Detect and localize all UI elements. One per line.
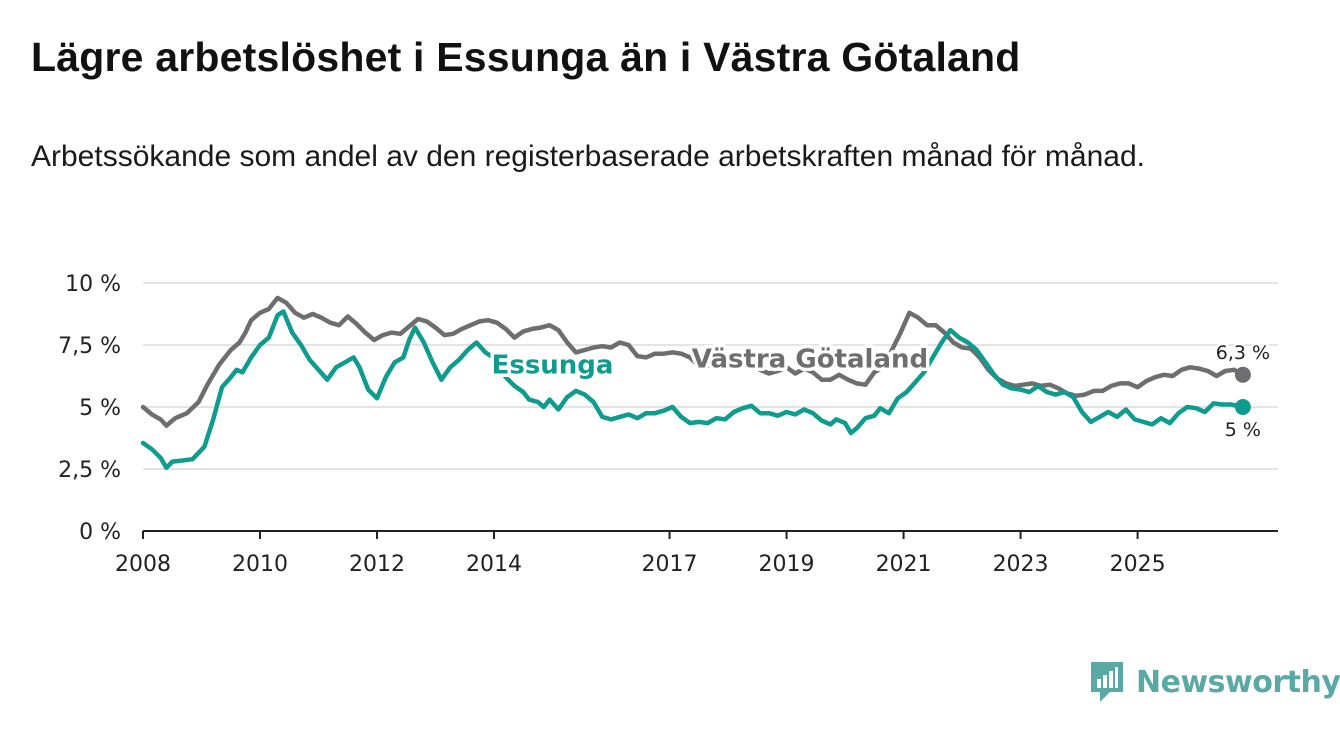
x-tick-label: 2019 [759, 552, 815, 577]
x-tick-label: 2014 [466, 552, 522, 577]
chart-title: Lägre arbetslöshet i Essunga än i Västra… [31, 34, 1021, 80]
end-marker-essunga [1234, 399, 1251, 415]
series-line-essunga [140, 309, 1246, 471]
y-tick-label: 10 % [65, 272, 121, 297]
brand-name: Newsworthy [1136, 664, 1340, 700]
end-value-label-v-stra-g-taland: 6,3 % [1216, 342, 1270, 364]
y-tick-label: 5 % [79, 396, 121, 421]
axes: 0 % 2,5 % 5 % 7,5 % 10 % 2008 2010 2012 2014 2017… [58, 272, 1278, 577]
y-tick-label: 7,5 % [58, 334, 121, 359]
x-tick-label: 2017 [642, 552, 698, 577]
x-tick-label: 2012 [349, 552, 405, 577]
line-chart: 0 % 2,5 % 5 % 7,5 % 10 % 2008 2010 2012 2014 2017… [58, 272, 1278, 577]
x-tick-label: 2008 [115, 552, 171, 577]
y-tick-label: 2,5 % [58, 458, 121, 483]
series-label-essunga: Essunga [492, 351, 614, 381]
newsworthy-logo-icon [1091, 662, 1123, 702]
x-tick-label: 2025 [1110, 552, 1166, 577]
series-line-v-stra-g-taland [140, 295, 1246, 428]
end-value-label-essunga: 5 % [1225, 419, 1261, 441]
series-lines [140, 295, 1251, 471]
series-label-v-stra-g-taland: Västra Götaland [692, 344, 928, 374]
brand-logo: Newsworthy [1088, 660, 1340, 704]
chart-subtitle: Arbetssökande som andel av den registerb… [31, 140, 1145, 173]
x-tick-label: 2021 [876, 552, 932, 577]
x-tick-label: 2010 [232, 552, 288, 577]
series-labels: Västra Götaland 6,3 % Essunga 5 % [488, 339, 1272, 443]
x-tick-label: 2023 [993, 552, 1049, 577]
y-tick-label: 0 % [79, 520, 121, 545]
grid-lines [143, 282, 1278, 470]
end-marker-v-stra-g-taland [1234, 366, 1251, 383]
